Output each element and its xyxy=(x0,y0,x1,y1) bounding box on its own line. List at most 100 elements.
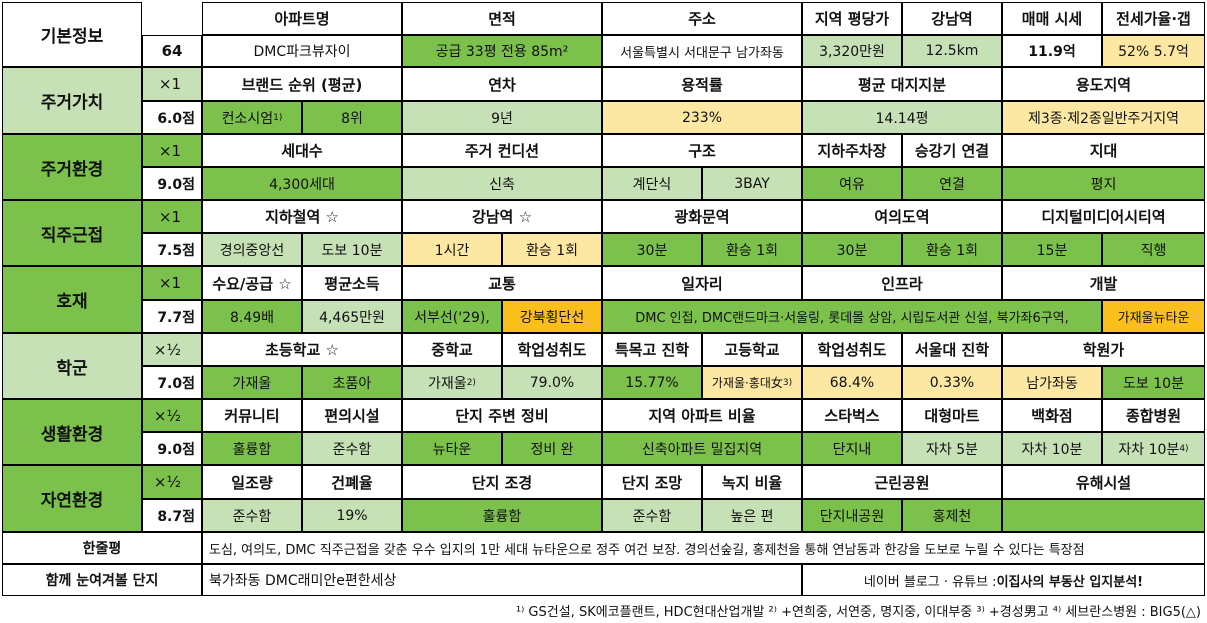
structure-bay-value: 3BAY xyxy=(702,167,802,200)
coverage-value: 19% xyxy=(302,499,402,532)
gangnam-time-value: 1시간 xyxy=(402,233,502,266)
header-jobs: 일자리 xyxy=(602,266,802,300)
far-value: 233% xyxy=(602,101,802,134)
transport-west-line-value: 서부선('29), xyxy=(402,300,502,333)
header-structure: 구조 xyxy=(602,134,802,167)
terrain-value: 평지 xyxy=(1002,167,1205,200)
hospital-value: 자차 10분 4) xyxy=(1102,432,1205,465)
header-yeouido: 여의도역 xyxy=(802,200,1002,233)
header-dmc-station: 디지털미디어시티역 xyxy=(1002,200,1205,233)
header-age: 연차 xyxy=(402,67,602,101)
section-score: 9.0점 xyxy=(142,432,202,465)
header-hospital: 종합병원 xyxy=(1102,399,1205,432)
header-gwanghwamun: 광화문역 xyxy=(602,200,802,233)
related-complex-value: 북가좌동 DMC래미안e편한세상 xyxy=(202,564,802,596)
header-devel: 개발 xyxy=(1002,266,1205,300)
view-value: 준수함 xyxy=(602,499,702,532)
col-header-apt-name: 아파트명 xyxy=(202,2,402,35)
supply-demand-value: 8.49배 xyxy=(202,300,302,333)
header-supply-demand: 수요/공급 ☆ xyxy=(202,266,302,300)
source-credit: 네이버 블로그 · 유튜브 : 이집사의 부동산 입지분석! xyxy=(802,564,1205,596)
header-surroundings: 단지 주변 정비 xyxy=(402,399,602,432)
middle-value: 가재울 2) xyxy=(402,366,502,399)
park-inside-value: 단지내공원 xyxy=(802,499,902,532)
parking-value: 여유 xyxy=(802,167,902,200)
academy-walk-value: 도보 10분 xyxy=(1102,366,1205,399)
header-starbucks: 스타벅스 xyxy=(802,399,902,432)
snu-value: 0.33% xyxy=(902,366,1002,399)
header-elementary: 초등학교 ☆ xyxy=(202,333,402,366)
area-value: 공급 33평 전용 85m² xyxy=(402,35,602,67)
brand-rank-value: 8위 xyxy=(302,101,402,134)
surroundings-type-value: 뉴타운 xyxy=(402,432,502,465)
col-header-jeonse-gap: 전세가율·갭 xyxy=(1102,2,1205,35)
header-apt-ratio: 지역 아파트 비율 xyxy=(602,399,802,432)
header-landscaping: 단지 조경 xyxy=(402,465,602,499)
header-special-school: 특목고 진학 xyxy=(602,333,702,366)
header-park: 근린공원 xyxy=(802,465,1002,499)
header-green-ratio: 녹지 비율 xyxy=(702,465,802,499)
gwanghwamun-time-value: 30분 xyxy=(602,233,702,266)
sale-price-value: 11.9억 xyxy=(1002,35,1102,67)
header-condition: 주거 컨디션 xyxy=(402,134,602,167)
header-department-store: 백화점 xyxy=(1002,399,1102,432)
header-coverage: 건폐율 xyxy=(302,465,402,499)
section-name-living-environment: 주거환경 xyxy=(2,134,142,200)
header-zoning: 용도지역 xyxy=(1002,67,1205,101)
gangnam-transfer-value: 환승 1회 xyxy=(502,233,602,266)
summary-text: 도심, 여의도, DMC 직주근접을 갖춘 우수 입지의 1만 세대 뉴타운으로… xyxy=(202,532,1205,564)
convenience-value: 준수함 xyxy=(302,432,402,465)
high-achievement-value: 68.4% xyxy=(802,366,902,399)
surroundings-status-value: 정비 완 xyxy=(502,432,602,465)
dmc-time-value: 15분 xyxy=(1002,233,1102,266)
subway-walk-value: 도보 10분 xyxy=(302,233,402,266)
community-value: 훌륭함 xyxy=(202,432,302,465)
hazard-value xyxy=(1002,499,1205,532)
summary-label: 한줄평 xyxy=(2,532,202,564)
section-multiplier: ×1 xyxy=(142,67,202,101)
header-underground-parking: 지하주차장 xyxy=(802,134,902,167)
land-share-value: 14.14평 xyxy=(802,101,1002,134)
apartment-number: 64 xyxy=(142,35,202,67)
structure-type-value: 계단식 xyxy=(602,167,702,200)
header-households: 세대수 xyxy=(202,134,402,167)
special-school-value: 15.77% xyxy=(602,366,702,399)
avg-income-value: 4,465만원 xyxy=(302,300,402,333)
price-per-pyeong-value: 3,320만원 xyxy=(802,35,902,67)
section-multiplier: ×1 xyxy=(142,200,202,233)
households-value: 4,300세대 xyxy=(202,167,402,200)
section-multiplier: ×1 xyxy=(142,134,202,167)
academy-area-value: 남가좌동 xyxy=(1002,366,1102,399)
department-store-value: 자차 10분 xyxy=(1002,432,1102,465)
sunlight-value: 준수함 xyxy=(202,499,302,532)
section-multiplier: ×½ xyxy=(142,333,202,366)
zoning-value: 제3종·제2종일반주거지역 xyxy=(1002,101,1205,134)
header-infra: 인프라 xyxy=(802,266,1002,300)
header-high-achievement: 학업성취도 xyxy=(802,333,902,366)
header-elevator: 승강기 연결 xyxy=(902,134,1002,167)
section-score: 8.7점 xyxy=(142,499,202,532)
elementary-name-value: 가재울 xyxy=(202,366,302,399)
header-land-share: 평균 대지지분 xyxy=(802,67,1002,101)
section-multiplier: ×½ xyxy=(142,399,202,432)
header-hazard: 유해시설 xyxy=(1002,465,1205,499)
header-convenience: 편의시설 xyxy=(302,399,402,432)
section-score: 6.0점 xyxy=(142,101,202,134)
col-header-area: 면적 xyxy=(402,2,602,35)
col-header-gangnam: 강남역 xyxy=(902,2,1002,35)
header-view: 단지 조망 xyxy=(602,465,702,499)
jobs-infra-value: DMC 인접, DMC랜드마크·서울링, 롯데몰 상암, 시립도서관 신설, 북… xyxy=(602,300,1102,333)
header-far: 용적률 xyxy=(602,67,802,101)
park-stream-value: 홍제천 xyxy=(902,499,1002,532)
apt-ratio-value: 신축아파트 밀집지역 xyxy=(602,432,802,465)
header-middle-achievement: 학업성취도 xyxy=(502,333,602,366)
apt-name-value: DMC파크뷰자이 xyxy=(202,35,402,67)
gwanghwamun-transfer-value: 환승 1회 xyxy=(702,233,802,266)
source-prefix: 네이버 블로그 · 유튜브 : xyxy=(863,574,997,590)
section-multiplier: ×½ xyxy=(142,465,202,499)
header-subway: 지하철역 ☆ xyxy=(202,200,402,233)
gangnam-dist-value: 12.5km xyxy=(902,35,1002,67)
mart-value: 자차 5분 xyxy=(902,432,1002,465)
header-transport: 교통 xyxy=(402,266,602,300)
header-sunlight: 일조량 xyxy=(202,465,302,499)
